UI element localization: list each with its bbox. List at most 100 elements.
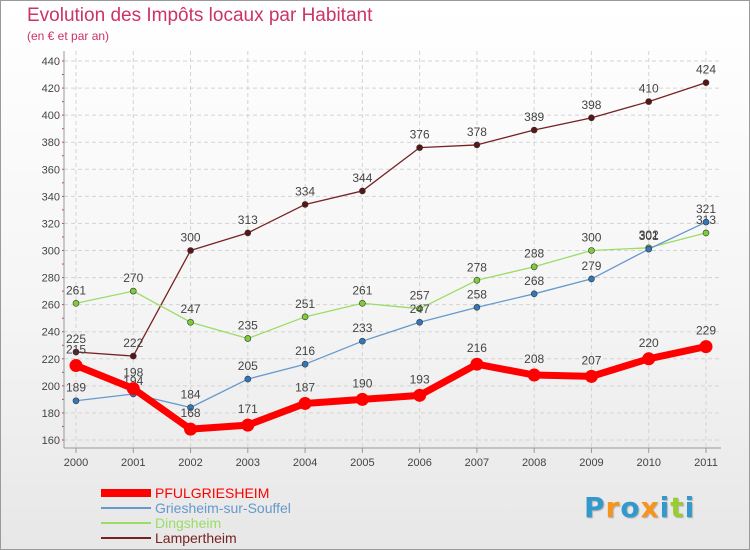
- data-point: [187, 404, 194, 411]
- data-point: [473, 276, 481, 284]
- data-point: [702, 218, 710, 226]
- data-point: [126, 382, 140, 396]
- legend-swatch: [101, 537, 151, 539]
- x-tick-label: 2001: [121, 457, 145, 469]
- x-tick-label: 2002: [178, 457, 202, 469]
- data-point: [470, 357, 484, 371]
- data-point: [530, 263, 538, 271]
- y-tick-label: 240: [42, 327, 60, 339]
- data-label: 261: [66, 283, 86, 297]
- data-point: [72, 348, 80, 356]
- data-point: [530, 126, 538, 134]
- data-point: [359, 299, 366, 307]
- data-label: 205: [238, 359, 258, 373]
- data-label: 229: [696, 324, 716, 338]
- y-tick-label: 440: [42, 56, 60, 68]
- series-line: [75, 232, 707, 340]
- x-tick-label: 2007: [465, 457, 489, 469]
- series-line: [75, 221, 707, 409]
- data-point: [244, 229, 252, 237]
- y-tick-label: 220: [42, 354, 60, 366]
- data-point: [298, 396, 312, 410]
- data-label: 184: [181, 388, 201, 402]
- data-point: [416, 305, 423, 313]
- data-point: [72, 397, 80, 405]
- data-label: 222: [123, 336, 143, 350]
- data-label: 216: [295, 344, 315, 358]
- y-tick-label: 400: [42, 110, 60, 122]
- legend-swatch: [101, 522, 151, 524]
- data-point: [69, 359, 83, 373]
- logo-letter: x: [640, 491, 660, 524]
- chart-title: Evolution des Impôts locaux par Habitant: [27, 5, 373, 26]
- y-tick-label: 320: [42, 218, 60, 230]
- x-tick-label: 2003: [236, 457, 260, 469]
- data-label: 208: [524, 352, 544, 366]
- data-point: [129, 287, 137, 295]
- data-label: 261: [352, 283, 372, 297]
- data-label: 278: [467, 260, 487, 274]
- logo-letter: o: [620, 491, 641, 524]
- data-point: [699, 340, 713, 354]
- x-tick-label: 2000: [64, 457, 88, 469]
- legend-label: Griesheim-sur-Souffel: [155, 500, 291, 516]
- legend-label: Lampertheim: [155, 530, 237, 546]
- data-label: 233: [352, 321, 372, 335]
- logo-letter: r: [605, 491, 621, 524]
- y-tick-label: 160: [42, 435, 60, 447]
- data-label: 398: [581, 98, 601, 112]
- x-tick-label: 2010: [636, 457, 660, 469]
- series-line: [75, 82, 707, 357]
- data-point: [244, 335, 252, 342]
- x-tick-label: 2004: [293, 457, 317, 469]
- data-point: [588, 275, 595, 283]
- proxiti-logo: Proxiti: [584, 491, 695, 524]
- y-tick-label: 200: [42, 381, 60, 393]
- data-label: 424: [696, 63, 716, 77]
- data-point: [473, 304, 481, 311]
- data-point: [588, 114, 595, 122]
- data-label: 198: [123, 366, 143, 380]
- data-point: [527, 368, 541, 382]
- data-label: 257: [410, 289, 430, 303]
- data-point: [241, 418, 255, 432]
- data-label: 279: [581, 259, 601, 273]
- y-tick-label: 180: [42, 408, 60, 420]
- data-label: 334: [295, 184, 315, 198]
- data-point: [301, 313, 309, 321]
- data-point: [702, 79, 710, 86]
- y-tick-label: 260: [42, 300, 60, 312]
- data-point: [642, 352, 656, 366]
- data-label: 207: [581, 353, 601, 367]
- data-label: 247: [410, 302, 430, 316]
- data-point: [129, 352, 137, 360]
- data-point: [413, 388, 427, 402]
- data-label: 268: [524, 274, 544, 288]
- data-point: [359, 187, 366, 195]
- data-label: 193: [410, 372, 430, 386]
- data-label: 344: [352, 171, 372, 185]
- data-label: 216: [467, 341, 487, 355]
- data-label: 321: [696, 202, 716, 216]
- logo-letter: i: [684, 491, 696, 524]
- data-label: 189: [66, 381, 86, 395]
- legend-label: Dingsheim: [155, 515, 222, 531]
- y-tick-label: 340: [42, 191, 60, 203]
- data-label: 168: [181, 406, 201, 420]
- data-label: 258: [467, 287, 487, 301]
- data-label: 251: [295, 297, 315, 311]
- chart-subtitle: (en € et par an): [27, 29, 110, 43]
- data-label: 190: [352, 376, 372, 390]
- data-label: 300: [181, 231, 201, 245]
- data-point: [473, 141, 481, 149]
- legend-swatch: [101, 507, 151, 509]
- logo-letter: i: [659, 491, 671, 524]
- data-label: 171: [238, 402, 258, 416]
- data-point: [530, 290, 538, 298]
- data-label: 313: [238, 213, 258, 227]
- y-tick-label: 360: [42, 164, 60, 176]
- y-tick-label: 380: [42, 137, 60, 149]
- data-point: [355, 392, 369, 406]
- data-point: [301, 360, 309, 368]
